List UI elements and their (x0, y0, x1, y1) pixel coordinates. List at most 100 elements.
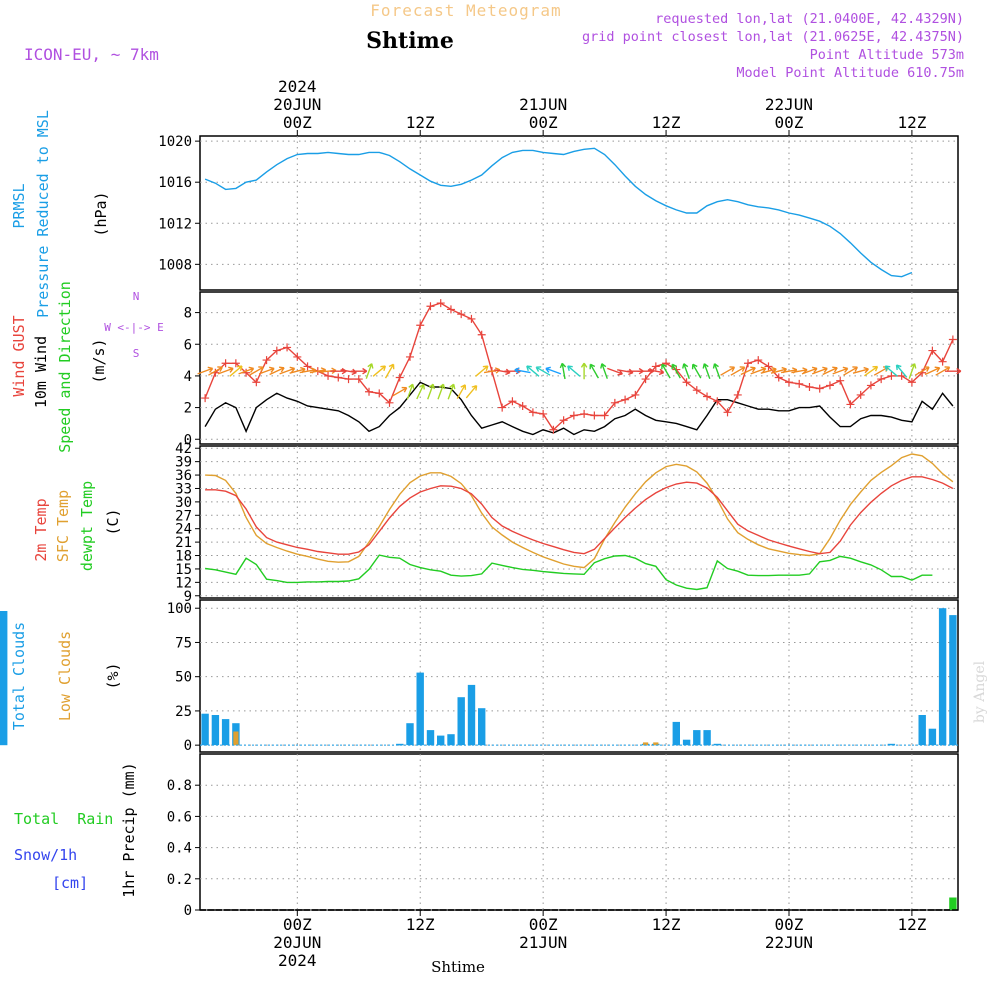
meteogram-title: Forecast Meteogram (370, 1, 561, 20)
wind-direction-arrow (465, 384, 478, 399)
wind-direction-arrow (456, 384, 467, 400)
wind-direction-arrow (580, 362, 588, 380)
y-tick-label: 8 (184, 306, 192, 322)
gust-marker (784, 378, 793, 387)
time-axis-label: 00Z (529, 915, 558, 934)
precip-panel-labels: Total Rain Snow/1h [cm] 1hr Precip (mm) (14, 762, 138, 897)
wind-direction-arrow (365, 363, 374, 379)
y-tick-label: 4 (184, 369, 192, 385)
y-tick-label: 27 (175, 508, 192, 524)
wind-direction-arrow (661, 363, 671, 379)
cloud-bar-total-clouds (201, 713, 209, 746)
gust-marker (703, 392, 712, 401)
time-axis-label: 12Z (652, 113, 681, 132)
cloud-bar-total-clouds (211, 715, 220, 746)
gust-marker (201, 394, 210, 403)
wind-direction-arrow (730, 366, 746, 376)
gust-marker (365, 387, 374, 396)
gust-marker (805, 383, 814, 391)
y-tick-label: 18 (175, 549, 192, 565)
time-axis-label: 00Z (529, 113, 558, 132)
wind-direction-arrow (535, 366, 551, 376)
panel-frame (199, 599, 959, 753)
gust-marker (877, 375, 886, 384)
wind-direction-arrow (427, 383, 435, 400)
wind-direction-arrow (740, 366, 756, 376)
y-tick-label: 2 (184, 401, 192, 417)
cloud-bar-total-clouds (221, 719, 230, 746)
wind-direction-arrow (914, 366, 930, 376)
wind-direction-arrow (843, 366, 858, 376)
gust-marker (252, 378, 261, 387)
gust-marker (692, 386, 701, 395)
wind-direction-arrow (884, 365, 898, 377)
pressure-unit: (hPa) (92, 191, 110, 236)
gust-marker (508, 397, 517, 406)
rain-label: Total Rain (14, 810, 113, 828)
cloud-bar-low-clouds (653, 742, 659, 746)
cloud-label-total: Total Clouds (10, 622, 28, 730)
compass-south: S (133, 347, 140, 360)
time-axis-label: 12Z (406, 113, 435, 132)
time-axis-label: 22JUN (765, 933, 813, 952)
series-line-10m-wind (204, 381, 954, 436)
y-tick-label: 75 (175, 635, 192, 651)
y-tick-label: 100 (167, 601, 192, 617)
wind-label-speed-direction: Speed and Direction (56, 281, 74, 453)
gust-marker (334, 373, 343, 382)
gust-marker (293, 352, 302, 361)
gust-marker (231, 359, 240, 368)
pressure-panel: 1008 1012 1016 1020 (158, 134, 959, 291)
y-tick-label: 50 (175, 670, 192, 686)
gust-marker (559, 416, 568, 425)
gust-marker (436, 299, 445, 308)
wind-direction-arrow (526, 365, 540, 377)
wind-direction-arrow (258, 366, 275, 375)
gust-marker (610, 398, 619, 407)
y-tick-label: 0 (184, 432, 192, 448)
gust-marker (549, 425, 558, 434)
gust-marker (221, 359, 230, 368)
time-axis-label: 20JUN (273, 933, 321, 952)
y-tick-label: 0.6 (167, 809, 192, 825)
wind-direction-arrow (671, 363, 681, 379)
gust-marker (631, 390, 640, 399)
point-altitude: Point Altitude 573m (810, 47, 964, 63)
temp-label-sfc: SFC Temp (54, 490, 72, 562)
precip-bar-total-rain (949, 897, 957, 910)
y-tick-label: 0 (184, 738, 192, 754)
wind-direction-arrow (447, 383, 456, 400)
compass-west-east: W <-|-> E (104, 321, 164, 334)
gust-marker (856, 390, 865, 399)
gust-marker (928, 346, 937, 355)
wind-direction-arrow (217, 366, 234, 375)
time-axis-label: 00Z (775, 113, 804, 132)
y-tick-label: 6 (184, 337, 192, 353)
time-axis-label: 21JUN (519, 933, 567, 952)
watermark: by Angel (972, 660, 988, 723)
gust-marker (303, 362, 312, 371)
cloud-bar-total-clouds (447, 734, 455, 746)
series-line-prmsl (204, 147, 913, 278)
wind-direction-arrow (600, 363, 608, 379)
gust-marker (262, 356, 271, 365)
gust-marker (272, 346, 281, 355)
gust-marker (569, 411, 578, 420)
gust-marker (723, 408, 732, 417)
gust-marker (682, 378, 691, 387)
wind-direction-arrow (832, 366, 849, 375)
wind-direction-arrow (514, 367, 531, 374)
cloud-bar-total-clouds (713, 743, 721, 746)
time-axis-label: 12Z (897, 113, 926, 132)
wind-direction-arrow (269, 366, 285, 376)
time-axis-label: 12Z (897, 915, 926, 934)
precip-panel: 0 0.2 0.4 0.6 0.8 (167, 753, 959, 919)
time-axis-bottom: 00Z 12Z 00Z 12Z 00Z 12Z 20JUN 21JUN 22JUN 2024 (273, 910, 927, 970)
time-axis-label: 00Z (775, 915, 804, 934)
cloud-bar-total-clouds (0, 611, 8, 746)
y-tick-label: 1016 (158, 175, 192, 191)
y-tick-label: 12 (175, 575, 192, 591)
cloud-bar-total-clouds (918, 715, 926, 746)
gust-marker (651, 362, 660, 371)
